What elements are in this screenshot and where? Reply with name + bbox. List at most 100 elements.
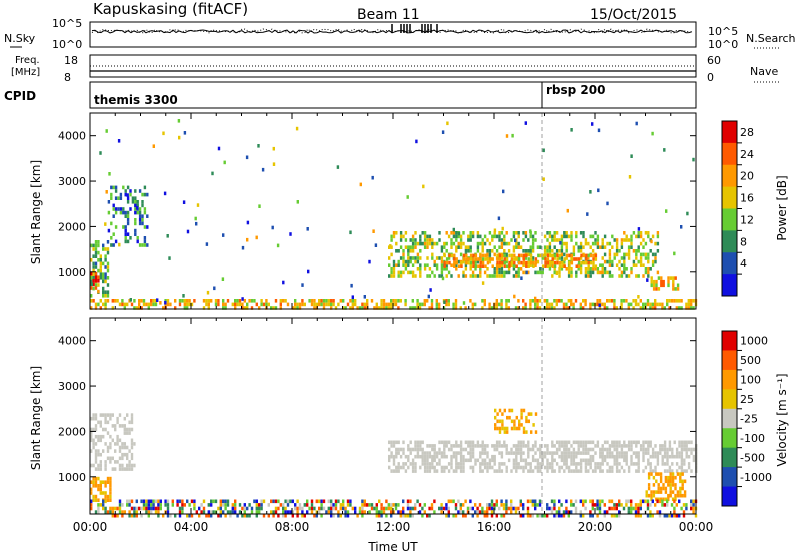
velocity-cell (118, 456, 122, 461)
power-cell (397, 270, 400, 275)
velocity-cell (500, 513, 503, 518)
velocity-cell (243, 503, 246, 507)
velocity-cell (598, 503, 602, 507)
power-cell (587, 274, 590, 278)
velocity-cell (452, 454, 456, 459)
power-cell (141, 218, 144, 222)
power-cell (455, 263, 458, 267)
power-cell (183, 302, 186, 307)
nsky-panel (89, 21, 697, 48)
power-cell (138, 210, 142, 215)
velocity-cell (106, 413, 110, 417)
power-cell (126, 196, 130, 200)
power-cell (164, 299, 167, 303)
power-cell (431, 238, 434, 242)
power-cell (601, 245, 604, 249)
power-cell (465, 253, 468, 258)
velocity-cell (531, 469, 535, 473)
velocity-cell (411, 458, 415, 463)
velocity-cell (500, 499, 503, 504)
power-cell (655, 283, 658, 288)
power-cell (122, 207, 125, 211)
velocity-cell (582, 503, 585, 507)
velocity-cell (666, 513, 669, 518)
power-cell (654, 241, 657, 246)
power-cell (647, 252, 650, 257)
velocity-cell (649, 454, 652, 459)
power-colorbar-swatch (722, 274, 737, 297)
velocity-cell (409, 451, 412, 455)
power-cell (481, 249, 484, 253)
power-cell (106, 276, 110, 280)
power-cell (655, 287, 658, 291)
power-cell (651, 131, 654, 136)
power-cell (94, 302, 98, 307)
velocity-cell (342, 503, 345, 507)
power-cell (579, 306, 582, 310)
power-cell (414, 256, 417, 260)
power-cell (589, 302, 592, 307)
power-cell (110, 236, 113, 240)
velocity-cell (659, 490, 663, 494)
velocity-cell (599, 447, 602, 452)
power-cell (124, 214, 127, 218)
power-cell (505, 231, 508, 235)
velocity-cell (491, 465, 494, 470)
velocity-cell (606, 510, 609, 514)
velocity-cell (637, 506, 640, 511)
velocity-cell (522, 440, 525, 445)
velocity-cell (690, 503, 693, 507)
power-cell (351, 302, 354, 307)
velocity-cell (639, 506, 642, 511)
power-cell (613, 299, 616, 303)
power-cell (575, 231, 578, 235)
power-cell (416, 267, 420, 271)
power-cell (110, 221, 113, 226)
velocity-cell (109, 480, 112, 484)
power-cell (524, 306, 527, 310)
velocity-cell (438, 462, 441, 466)
power-cell (503, 241, 506, 246)
velocity-cell (650, 497, 653, 502)
velocity-cell (618, 469, 621, 473)
velocity-cell (579, 458, 583, 463)
power-cell (448, 260, 451, 265)
velocity-cell (378, 510, 381, 514)
power-cell (104, 302, 107, 307)
velocity-cell (520, 423, 523, 427)
velocity-cell (534, 451, 537, 455)
power-cell (520, 260, 523, 265)
power-cell (435, 302, 438, 307)
power-cell (560, 256, 564, 260)
velocity-cell (500, 444, 504, 448)
power-cell (178, 135, 181, 140)
power-cell (358, 306, 362, 310)
power-cell (620, 263, 624, 267)
power-cell (414, 245, 417, 249)
velocity-cell (390, 506, 393, 511)
velocity-cell (661, 447, 664, 452)
velocity-cell (387, 503, 390, 507)
velocity-cell (534, 440, 537, 445)
power-cell (97, 289, 100, 294)
velocity-cell (106, 498, 110, 502)
power-cell (522, 270, 525, 275)
velocity-cell (572, 503, 575, 507)
velocity-cell (195, 510, 198, 514)
power-cell (274, 299, 278, 303)
velocity-cell (358, 510, 362, 514)
velocity-cell (546, 503, 549, 507)
velocity-cell (483, 444, 487, 448)
power-cell (387, 306, 390, 310)
power-cell (500, 299, 503, 303)
power-cell (133, 306, 136, 310)
power-cell (374, 243, 378, 247)
velocity-cell (97, 463, 100, 468)
velocity-cell (553, 513, 556, 518)
power-cell (94, 306, 98, 310)
power-cell (404, 267, 408, 271)
velocity-cell (466, 510, 470, 514)
velocity-cell (222, 510, 225, 514)
power-cell (131, 196, 135, 200)
power-cell (206, 290, 210, 295)
